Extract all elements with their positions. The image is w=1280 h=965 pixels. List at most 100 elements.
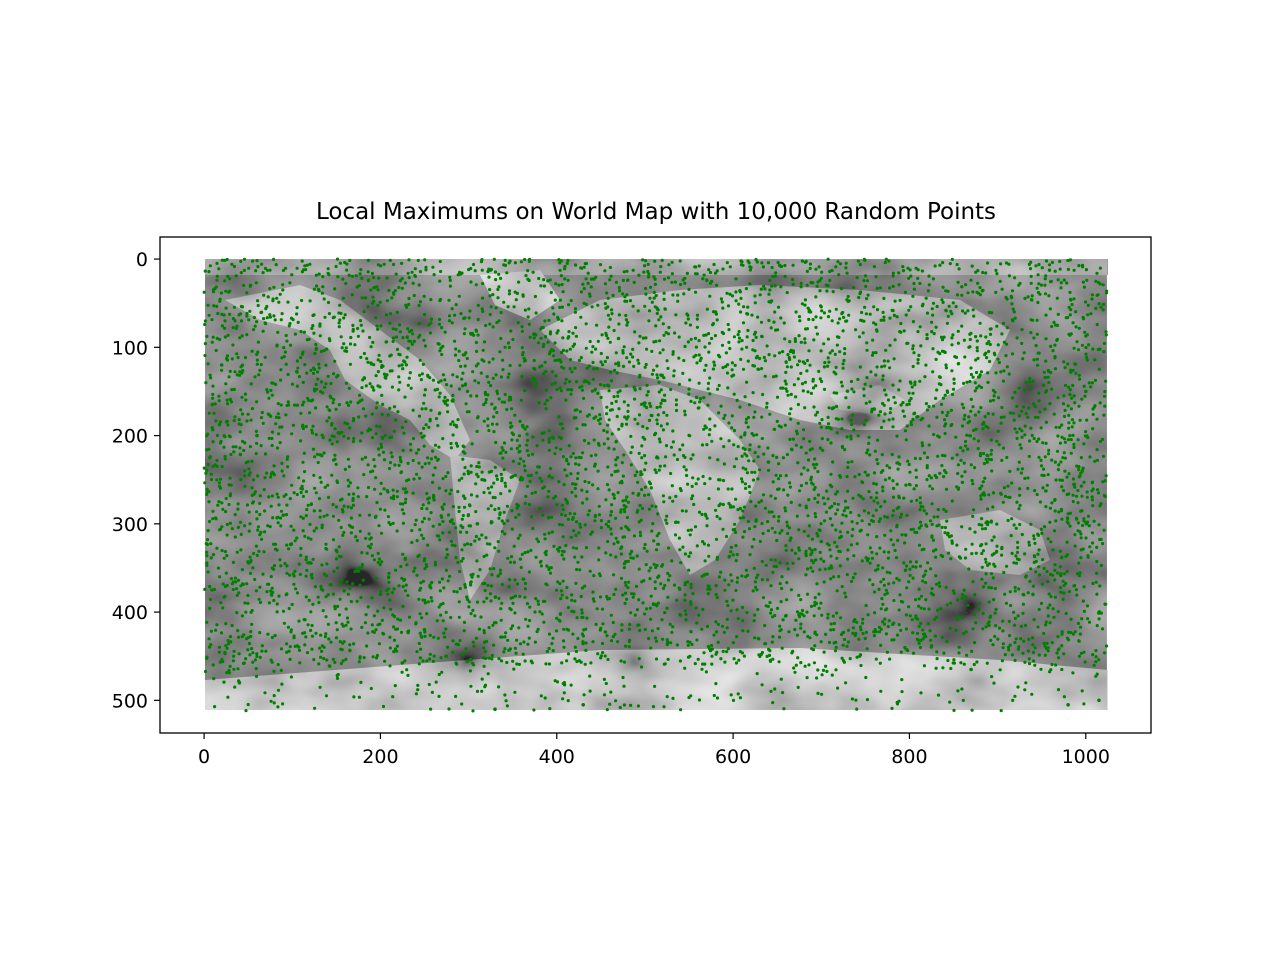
scatter-point bbox=[407, 615, 412, 619]
scatter-point bbox=[727, 340, 731, 344]
scatter-point bbox=[760, 521, 764, 526]
scatter-point bbox=[895, 482, 899, 486]
scatter-point bbox=[857, 513, 861, 518]
scatter-point bbox=[746, 629, 750, 633]
scatter-point bbox=[605, 291, 609, 295]
scatter-point bbox=[855, 620, 859, 624]
scatter-point bbox=[1023, 623, 1028, 628]
scatter-point bbox=[324, 595, 328, 599]
scatter-point bbox=[334, 505, 339, 509]
scatter-point bbox=[979, 406, 983, 410]
scatter-point bbox=[1020, 467, 1024, 471]
scatter-point bbox=[1041, 441, 1045, 445]
scatter-point bbox=[1043, 283, 1047, 287]
scatter-point bbox=[521, 293, 525, 297]
scatter-point bbox=[421, 362, 425, 366]
scatter-point bbox=[233, 685, 237, 689]
scatter-point bbox=[599, 360, 603, 364]
scatter-point bbox=[1027, 657, 1031, 661]
scatter-point bbox=[676, 299, 680, 303]
scatter-point bbox=[815, 531, 819, 536]
scatter-point bbox=[494, 278, 498, 282]
scatter-point bbox=[638, 534, 643, 538]
scatter-point bbox=[490, 657, 494, 661]
scatter-point bbox=[925, 512, 929, 516]
scatter-point bbox=[493, 407, 497, 411]
scatter-point bbox=[481, 348, 485, 352]
scatter-point bbox=[995, 272, 999, 276]
scatter-point bbox=[573, 307, 578, 311]
scatter-point bbox=[971, 405, 975, 409]
scatter-point bbox=[249, 382, 253, 386]
scatter-point bbox=[591, 483, 595, 487]
scatter-point bbox=[287, 649, 291, 653]
scatter-point bbox=[268, 268, 272, 272]
scatter-point bbox=[533, 640, 538, 644]
scatter-point bbox=[513, 473, 518, 477]
scatter-point bbox=[1020, 532, 1024, 537]
scatter-point bbox=[637, 361, 641, 365]
scatter-point bbox=[786, 493, 790, 497]
scatter-point bbox=[609, 510, 614, 514]
scatter-point bbox=[327, 273, 331, 277]
scatter-point bbox=[776, 305, 781, 309]
scatter-point bbox=[972, 314, 976, 318]
scatter-point bbox=[996, 637, 1000, 641]
scatter-point bbox=[1033, 663, 1037, 667]
scatter-point bbox=[1070, 418, 1074, 422]
scatter-point bbox=[619, 552, 624, 556]
scatter-point bbox=[433, 388, 437, 392]
scatter-point bbox=[556, 580, 560, 584]
scatter-point bbox=[320, 649, 324, 654]
scatter-point bbox=[477, 627, 482, 631]
scatter-point bbox=[1036, 273, 1040, 277]
scatter-point bbox=[574, 494, 578, 498]
scatter-point bbox=[570, 370, 574, 374]
scatter-point bbox=[673, 533, 678, 537]
scatter-point bbox=[999, 709, 1003, 713]
scatter-point bbox=[1104, 644, 1109, 648]
scatter-point bbox=[865, 698, 870, 702]
scatter-point bbox=[662, 705, 666, 709]
scatter-point bbox=[739, 259, 743, 263]
scatter-point bbox=[559, 350, 564, 355]
scatter-point bbox=[742, 505, 747, 509]
scatter-point bbox=[278, 441, 282, 445]
scatter-point bbox=[526, 550, 530, 554]
scatter-point bbox=[909, 499, 914, 503]
scatter-point bbox=[986, 261, 990, 265]
scatter-point bbox=[603, 630, 607, 634]
scatter-point bbox=[1017, 507, 1021, 511]
scatter-point bbox=[467, 316, 471, 320]
scatter-point bbox=[465, 356, 469, 361]
scatter-point bbox=[389, 451, 393, 455]
scatter-point bbox=[379, 324, 383, 328]
scatter-point bbox=[604, 681, 608, 686]
scatter-point bbox=[377, 557, 381, 561]
scatter-point bbox=[239, 365, 243, 369]
scatter-point bbox=[349, 400, 353, 404]
scatter-point bbox=[321, 436, 325, 440]
scatter-point bbox=[547, 429, 551, 433]
scatter-point bbox=[1058, 259, 1062, 264]
scatter-point bbox=[364, 536, 368, 541]
scatter-point bbox=[547, 531, 551, 535]
scatter-point bbox=[1097, 523, 1101, 527]
scatter-point bbox=[731, 698, 736, 703]
scatter-point bbox=[236, 629, 240, 633]
scatter-point bbox=[374, 628, 378, 632]
scatter-point bbox=[701, 540, 705, 544]
scatter-point bbox=[211, 464, 215, 468]
scatter-point bbox=[509, 329, 513, 333]
scatter-point bbox=[328, 438, 332, 442]
scatter-point bbox=[458, 270, 462, 274]
scatter-point bbox=[311, 366, 316, 370]
scatter-point bbox=[637, 567, 641, 571]
scatter-point bbox=[307, 398, 311, 403]
scatter-point bbox=[861, 617, 865, 621]
scatter-point bbox=[230, 527, 234, 531]
scatter-point bbox=[486, 424, 490, 428]
scatter-point bbox=[792, 383, 797, 387]
scatter-point bbox=[210, 318, 214, 322]
scatter-point bbox=[540, 479, 544, 483]
